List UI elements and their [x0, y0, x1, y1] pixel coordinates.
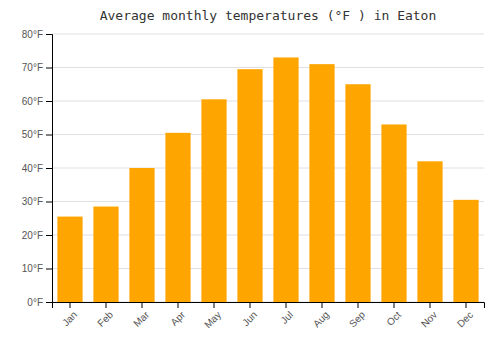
- x-tick: Aug: [311, 302, 331, 329]
- plot-area: 0°F 10°F 20°F 30°F 40°F 50°F 60°F 70°F 80°F Jan Fe…: [22, 29, 485, 331]
- x-tick-label: Nov: [419, 309, 439, 329]
- y-tick-mark: [46, 202, 52, 203]
- y-tick: 30°F: [22, 196, 52, 207]
- x-tick: Jun: [240, 302, 259, 328]
- y-tick: 40°F: [22, 163, 52, 174]
- x-tick-label: Dec: [455, 309, 475, 329]
- x-tick-label: Mar: [131, 309, 151, 329]
- x-tick-label: Sep: [347, 309, 368, 330]
- y-tick-label: 0°F: [27, 297, 43, 308]
- y-tick: 80°F: [22, 29, 52, 40]
- x-tick-mark: [322, 302, 323, 308]
- x-axis-line: [53, 303, 485, 309]
- y-tick-mark: [46, 135, 52, 136]
- y-tick-mark: [46, 34, 52, 35]
- grid-line: [52, 67, 484, 68]
- chart: 0°F 10°F 20°F 30°F 40°F 50°F 60°F 70°F 80°F Jan Fe…: [0, 0, 500, 350]
- x-tick-mark: [106, 302, 107, 308]
- x-tick-mark: [250, 302, 251, 308]
- bar: [417, 161, 442, 302]
- y-tick-label: 60°F: [22, 96, 43, 107]
- bar: [237, 69, 262, 302]
- y-tick-label: 50°F: [22, 129, 43, 140]
- y-tick-mark: [46, 235, 52, 236]
- y-tick-label: 30°F: [22, 196, 43, 207]
- x-tick: Jul: [278, 302, 295, 326]
- y-tick-mark: [46, 168, 52, 169]
- x-tick-label: Jul: [278, 309, 295, 326]
- x-tick-mark: [430, 302, 431, 308]
- bar: [57, 217, 82, 302]
- x-tick: Oct: [384, 302, 403, 328]
- title: Average monthly temperatures (°F ) in Ea…: [100, 8, 437, 23]
- x-tick: Feb: [95, 302, 115, 329]
- x-tick-label: Aug: [311, 309, 331, 329]
- y-axis: 0°F 10°F 20°F 30°F 40°F 50°F 60°F 70°F 80°F: [22, 29, 53, 308]
- bar: [93, 207, 118, 302]
- x-tick-label: Feb: [95, 309, 115, 329]
- x-tick-label: Oct: [384, 309, 403, 328]
- bar: [381, 124, 406, 302]
- x-tick: Mar: [131, 302, 151, 329]
- y-tick: 10°F: [22, 263, 52, 274]
- x-tick-mark: [70, 302, 71, 308]
- y-tick: 0°F: [27, 297, 52, 308]
- x-tick: Nov: [419, 302, 439, 329]
- grid: [52, 34, 484, 302]
- y-tick-mark: [46, 68, 52, 69]
- x-tick: Dec: [455, 302, 475, 329]
- y-tick-label: 40°F: [22, 163, 43, 174]
- x-axis: Jan Feb Mar Apr May Jun Jul Aug Sep Oct Nov Dec: [53, 302, 485, 330]
- y-tick: 50°F: [22, 129, 52, 140]
- bar: [165, 133, 190, 302]
- bar: [345, 84, 370, 302]
- x-tick: Jan: [60, 302, 79, 328]
- y-tick-label: 10°F: [22, 263, 43, 274]
- x-tick: Apr: [168, 302, 187, 328]
- x-tick-label: Apr: [168, 309, 187, 328]
- y-tick: 70°F: [22, 62, 52, 73]
- bar: [453, 200, 478, 302]
- x-tick-label: Jun: [240, 309, 259, 328]
- y-tick: 20°F: [22, 230, 52, 241]
- x-tick-label: May: [202, 309, 223, 330]
- x-tick: Sep: [347, 302, 368, 329]
- x-tick-mark: [286, 302, 287, 308]
- y-tick-label: 80°F: [22, 29, 43, 40]
- y-tick-label: 20°F: [22, 230, 43, 241]
- y-axis-line: [46, 35, 53, 303]
- bar: [273, 57, 298, 302]
- grid-line: [52, 134, 484, 135]
- y-tick: 60°F: [22, 96, 52, 107]
- x-tick-label: Jan: [60, 309, 79, 328]
- y-tick-mark: [46, 269, 52, 270]
- grid-line: [52, 34, 484, 35]
- x-tick-mark: [142, 302, 143, 308]
- bar: [201, 99, 226, 302]
- bar: [309, 64, 334, 302]
- bar: [129, 168, 154, 302]
- x-tick-mark: [394, 302, 395, 308]
- x-tick: May: [202, 302, 223, 330]
- y-tick-label: 70°F: [22, 62, 43, 73]
- grid-line: [52, 101, 484, 102]
- y-tick-mark: [46, 101, 52, 102]
- x-tick-mark: [214, 302, 215, 308]
- x-tick-mark: [466, 302, 467, 308]
- y-tick-mark: [46, 302, 52, 303]
- bars: [57, 57, 478, 302]
- x-tick-mark: [178, 302, 179, 308]
- x-tick-mark: [358, 302, 359, 308]
